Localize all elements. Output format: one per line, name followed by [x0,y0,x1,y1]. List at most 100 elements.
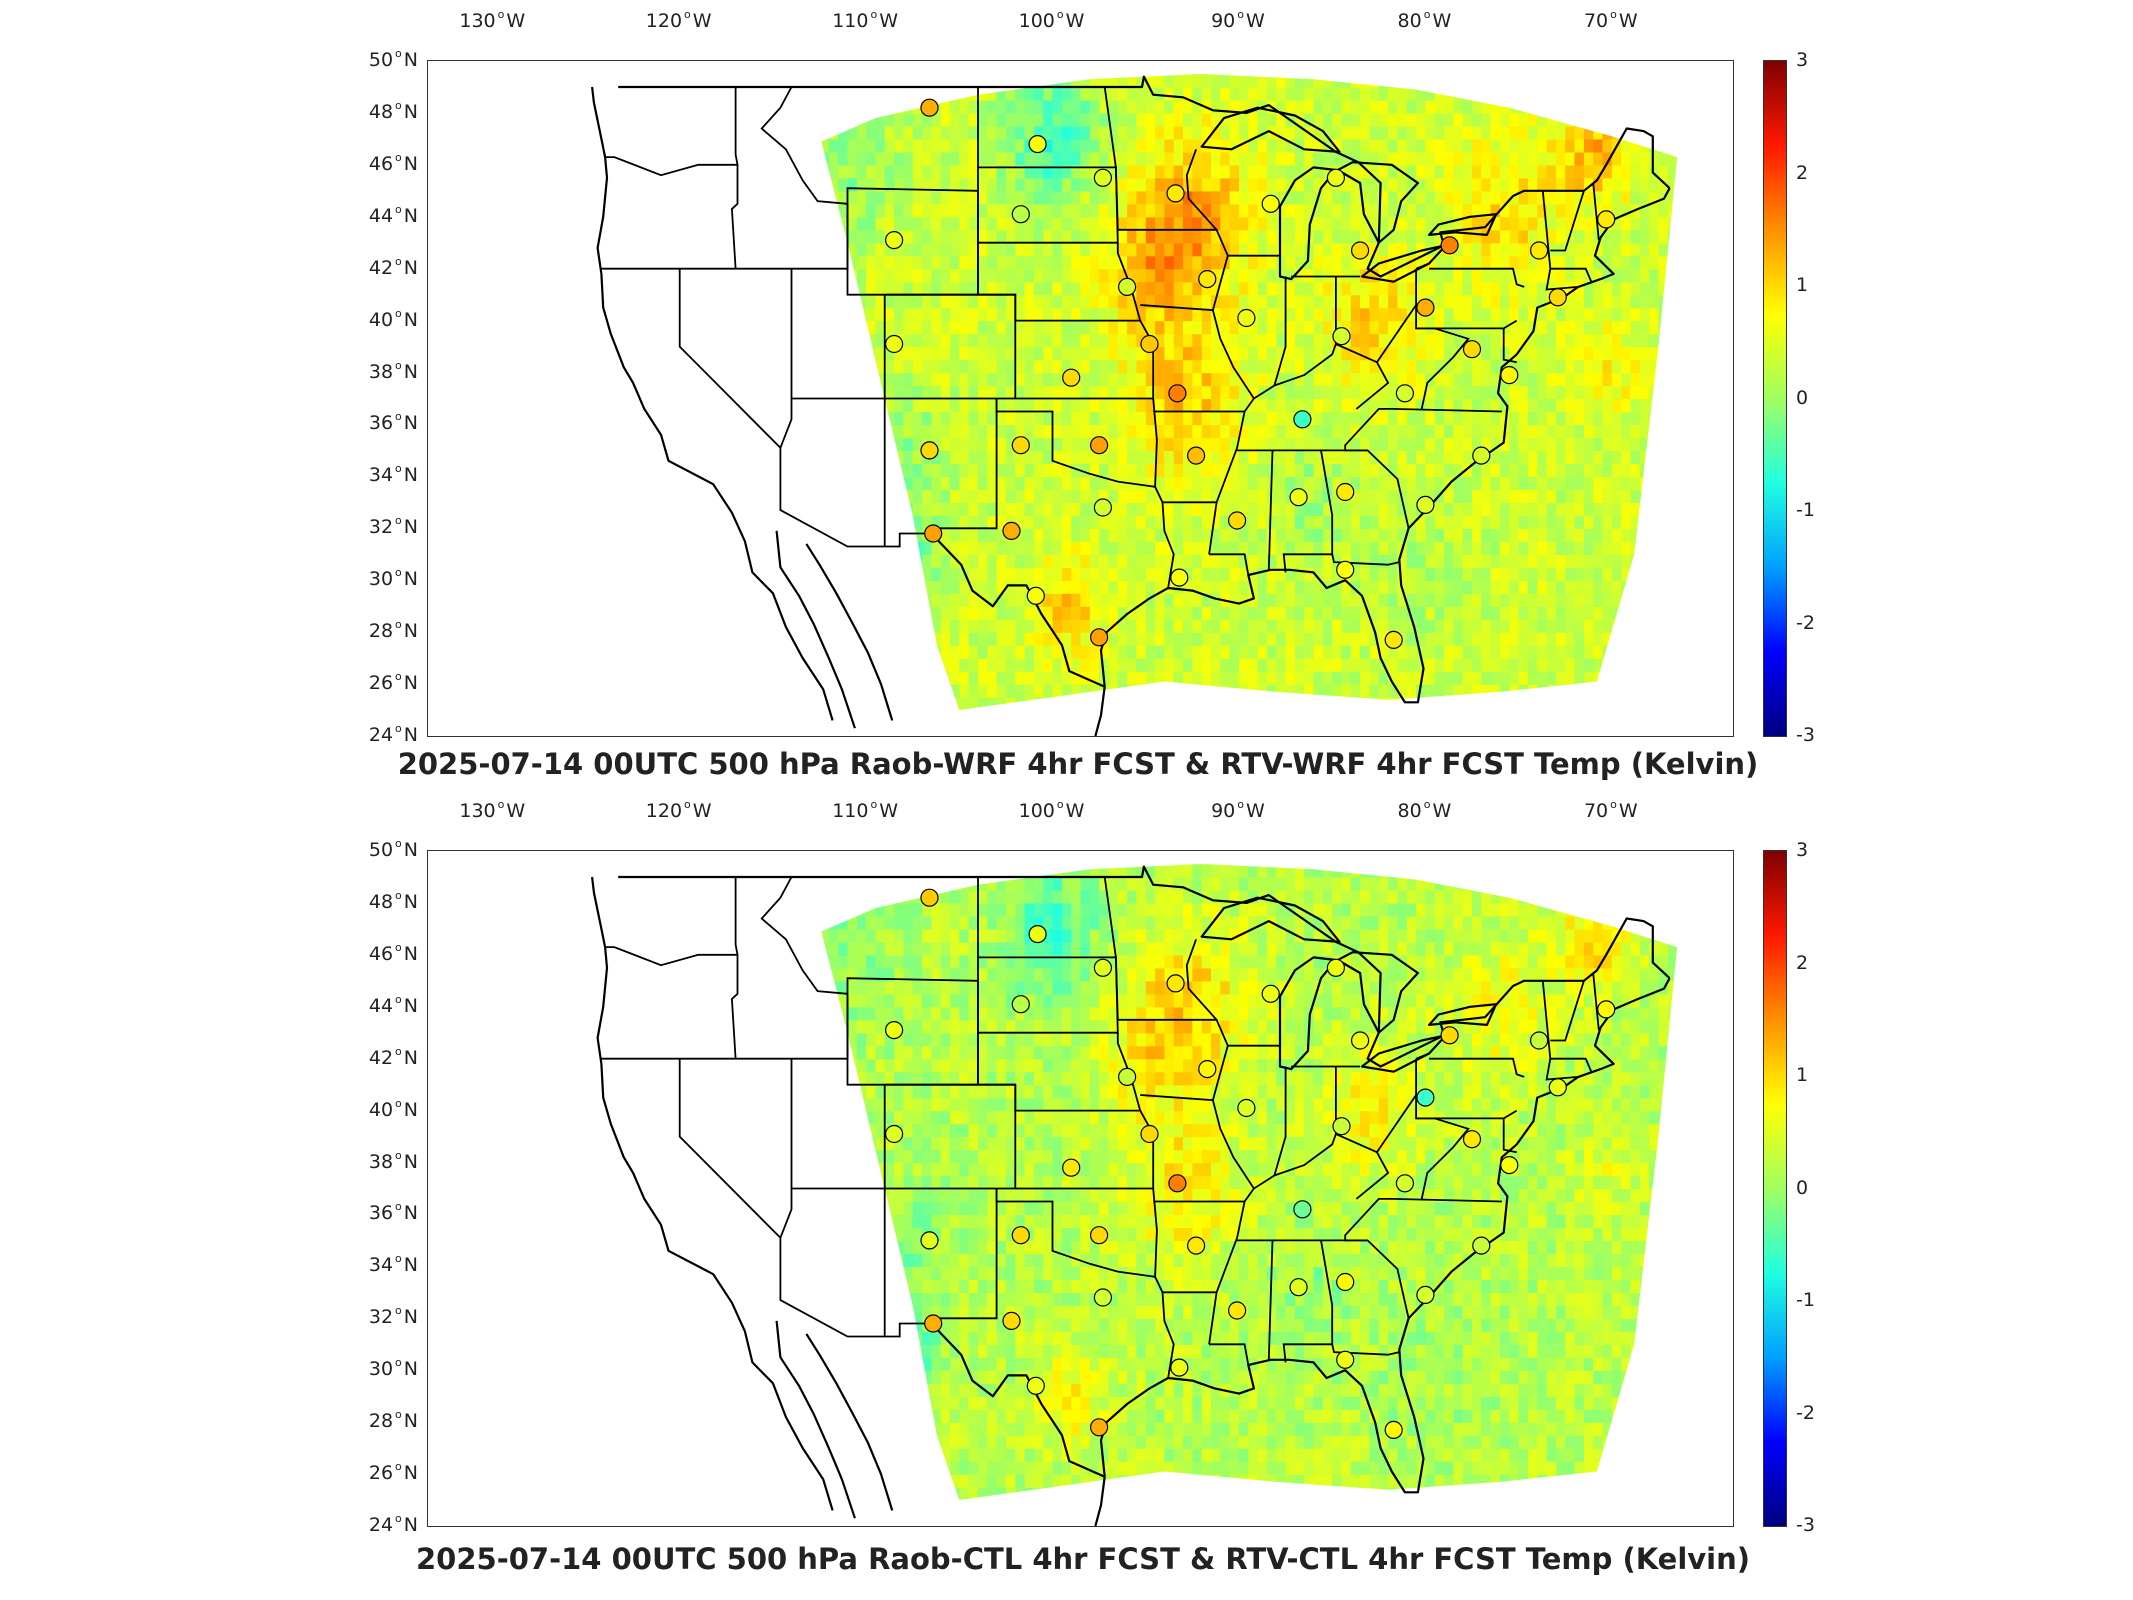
station-marker [920,1231,939,1250]
station-marker [1093,498,1113,517]
station-marker [1028,134,1047,154]
colorbar-tick-label: 3 [1796,839,1809,861]
latitude-tick-label: 46 o N [368,150,418,175]
colorbar-tick-label: -1 [1796,1289,1815,1311]
station-marker [1289,1278,1308,1297]
station-marker [1168,1174,1187,1193]
station-marker [885,1021,904,1040]
station-marker [924,524,943,543]
station-marker [1168,384,1187,403]
longitude-tick-label: 70 o W [1583,798,1638,822]
station-marker [1062,368,1081,387]
state-boundaries [601,876,1600,1379]
colorbar-tick-label: 0 [1796,386,1809,409]
latitude-tick-label: 44 o N [368,202,418,227]
station-marker [1548,1078,1567,1097]
latitude-tick-label: 26 o N [368,1460,418,1485]
state-boundaries [601,86,1600,589]
panel-bottom: 130 o W 120 o W 110 o W 100 o W 90 o W 80 o W 70 o W 50 o N 48 o… [0,790,2133,1600]
station-marker [1500,366,1519,385]
station-marker [1289,488,1308,507]
station-marker [885,231,904,250]
latitude-tick-label: 38 o N [368,358,418,383]
station-marker [1462,340,1482,359]
station-marker [1326,958,1346,977]
longitude-tick-label: 90 o W [1211,798,1265,822]
station-marker [920,441,939,460]
panel-top: 130 o W 120 o W 110 o W 100 o W 90 o W 80 o W 70 o W 50 o N 48 o… [0,0,2133,790]
raob-stations [885,888,1616,1440]
station-marker [1395,384,1415,403]
station-marker [1093,168,1113,187]
latitude-tick-label: 40 o N [368,306,418,331]
colorbar-tick-label: -2 [1796,611,1815,634]
latitude-tick-label: 36 o N [368,1200,418,1225]
latitude-tick-label: 48 o N [368,888,418,913]
station-marker [1062,1158,1081,1177]
station-marker [1384,1420,1403,1440]
longitude-tick-label: 80 o W [1397,8,1452,32]
station-marker [1472,1236,1491,1255]
station-marker [1293,410,1312,429]
latitude-tick-label: 42 o N [368,254,418,279]
station-marker [920,98,939,117]
station-marker [885,1124,904,1144]
station-marker [1170,1358,1189,1377]
station-marker [1166,184,1185,203]
station-marker [1416,1285,1435,1304]
map-boundaries [591,865,1671,1526]
station-marker [924,1314,943,1333]
latitude-tick-label: 24 o N [368,1512,418,1536]
latitude-tick-label: 50 o N [368,47,418,71]
latitude-tick-label: 44 o N [368,992,418,1017]
latitude-tick-label: 42 o N [368,1044,418,1069]
station-marker [1529,1031,1549,1050]
station-marker [1261,194,1280,213]
station-marker [1350,1031,1370,1050]
colorbar-tick-label: 0 [1796,1176,1809,1199]
station-marker [1237,308,1256,328]
station-marker [1026,1376,1045,1395]
station-marker [885,334,904,354]
latitude-tick-label: 40 o N [368,1096,418,1121]
longitude-tick-label: 120 o W [645,798,712,822]
colorbar-tick-label: 2 [1796,161,1809,184]
station-marker [1089,1418,1109,1437]
station-marker [1170,568,1189,587]
station-marker [1440,1026,1459,1045]
longitude-tick-label: 130 o W [459,8,526,32]
station-marker [1026,586,1045,605]
station-marker [1089,436,1109,455]
station-marker [1089,1226,1109,1245]
station-marker [1117,277,1137,296]
colorbar-tick-label: -1 [1796,499,1815,521]
longitude-tick-label: 130 o W [459,798,526,822]
panel-title: 2025-07-14 00UTC 500 hPa Raob-CTL 4hr FC… [415,1542,1751,1576]
latitude-tick-label: 36 o N [368,410,418,435]
station-marker [1336,482,1355,502]
station-marker [1089,628,1109,647]
latitude-tick-label: 38 o N [368,1148,418,1173]
map-frame [427,850,1734,1527]
station-marker [1500,1156,1519,1175]
station-marker [1227,511,1247,530]
colorbar-tick-label: 1 [1796,274,1809,296]
station-marker [1336,1350,1355,1369]
longitude-tick-label: 80 o W [1397,798,1452,822]
longitude-tick-label: 100 o W [1018,8,1085,32]
temperature-field [821,74,1678,710]
raob-stations [885,98,1616,650]
station-marker [1028,924,1047,944]
station-marker [1011,436,1030,455]
station-marker [1093,1288,1113,1307]
latitude-tick-label: 26 o N [368,670,418,695]
station-marker [1117,1067,1137,1086]
station-marker [1416,495,1435,514]
map-canvas [591,74,1678,736]
longitude-tick-label: 70 o W [1583,8,1638,32]
station-marker [1011,1226,1030,1245]
station-marker [1011,995,1030,1014]
latitude-tick-label: 48 o N [368,98,418,123]
station-marker [1093,958,1113,977]
station-marker [1384,630,1403,650]
